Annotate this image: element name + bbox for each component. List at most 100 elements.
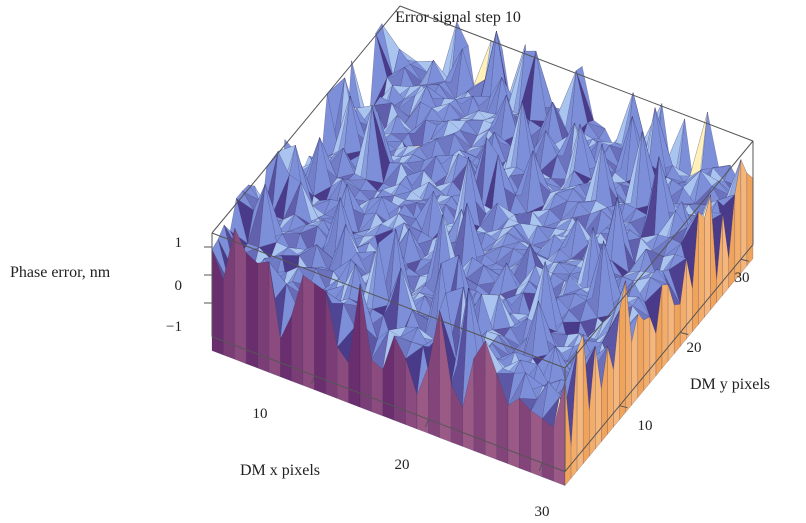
surface-facet <box>336 302 355 348</box>
x-tick-mark <box>538 462 543 472</box>
surface-facet <box>346 184 366 216</box>
surface-facet <box>543 209 562 228</box>
surface-facet <box>316 244 335 261</box>
surface-facet <box>391 102 410 118</box>
surface-facet <box>241 184 261 201</box>
side-wall-facet <box>673 304 681 355</box>
surface-facet <box>415 191 434 231</box>
surface-facet <box>426 85 445 99</box>
surface-facet <box>418 284 438 297</box>
surface-facet <box>583 209 602 234</box>
surface-facet <box>428 181 447 198</box>
surface-facet <box>425 214 443 286</box>
surface-facet <box>529 51 548 122</box>
surface-facet <box>429 155 448 188</box>
surface-facet <box>566 188 586 203</box>
z-tick-label: 1 <box>175 235 183 251</box>
surface-facet <box>412 146 432 164</box>
front-wall-facet <box>371 358 384 417</box>
surface-facet <box>318 214 336 219</box>
surface-facet <box>327 224 346 272</box>
surface-facet <box>578 200 596 203</box>
surface-facet <box>241 243 260 255</box>
surface-facet <box>371 243 390 310</box>
surface-facet <box>404 64 423 83</box>
surface-facet <box>556 122 575 157</box>
surface-facet <box>506 248 526 270</box>
surface-facet <box>512 241 532 251</box>
surface-facet <box>373 96 393 106</box>
surface-facet <box>269 241 289 260</box>
front-wall-facet <box>519 397 532 473</box>
surface-facet <box>504 101 523 170</box>
surface-facet <box>375 196 394 227</box>
surface-facet <box>403 222 422 233</box>
surface-facet <box>324 178 343 205</box>
surface-facet <box>531 225 550 246</box>
surface-facet <box>425 107 444 122</box>
surface-facet <box>434 181 453 192</box>
surface-facet <box>465 257 485 280</box>
surface-facet <box>628 248 647 273</box>
surface-facet <box>371 330 390 360</box>
surface-facet <box>525 242 543 250</box>
surface-facet <box>568 293 587 311</box>
surface-facet <box>460 110 479 119</box>
front-wall-facet <box>541 418 554 482</box>
surface-facet <box>299 244 317 256</box>
surface-facet <box>507 372 526 406</box>
surface-facet <box>640 234 659 244</box>
surface-facet <box>586 119 606 129</box>
surface-layer <box>211 20 754 487</box>
surface-facet <box>459 120 479 136</box>
surface-facet <box>515 150 534 196</box>
surface-facet <box>502 218 521 230</box>
surface-facet <box>683 169 702 183</box>
surface-facet <box>534 101 553 149</box>
surface-facet <box>294 182 313 226</box>
z-axis-label: Phase error, nm <box>10 264 111 281</box>
surface-facet <box>563 274 582 296</box>
surface-facet <box>512 244 531 280</box>
surface-facet <box>450 287 469 385</box>
surface-facet <box>393 183 413 196</box>
surface-facet <box>418 155 436 177</box>
surface-facet <box>500 262 519 295</box>
surface-facet <box>532 301 551 359</box>
surface-facet <box>488 263 507 295</box>
surface-facet <box>492 294 511 331</box>
surface-facet <box>509 318 528 329</box>
surface-facet <box>514 211 533 216</box>
surface-facet <box>505 292 524 306</box>
surface-facet <box>440 153 459 192</box>
surface-facet <box>484 228 503 237</box>
surface-facet <box>644 276 663 304</box>
surface-facet <box>553 248 572 263</box>
x-tick-label: 20 <box>395 457 410 473</box>
surface-facet <box>453 130 472 148</box>
surface-facet <box>454 95 474 105</box>
surface-facet <box>353 189 373 203</box>
surface-facet <box>575 65 594 121</box>
y-tick-mark <box>680 331 689 335</box>
surface-facet <box>315 266 334 272</box>
surface-facet <box>414 231 434 246</box>
surface-facet <box>393 335 412 360</box>
y-tick-mark <box>619 405 628 409</box>
surface-facet <box>439 292 458 365</box>
surface-facet <box>347 173 367 181</box>
side-wall-facet <box>746 172 754 267</box>
y-tick-mark <box>740 258 749 262</box>
surface-facet <box>459 149 477 158</box>
surface-facet <box>610 197 629 273</box>
surface-facet <box>484 246 503 256</box>
surface-facet <box>579 300 598 323</box>
surface-facet <box>603 144 622 170</box>
surface-facet <box>405 169 425 186</box>
surface-facet <box>497 334 516 353</box>
surface-facet <box>403 85 423 100</box>
surface-facet <box>635 131 654 210</box>
surface-facet <box>490 202 510 237</box>
surface-facet <box>409 228 427 258</box>
surface-facet <box>495 246 514 265</box>
